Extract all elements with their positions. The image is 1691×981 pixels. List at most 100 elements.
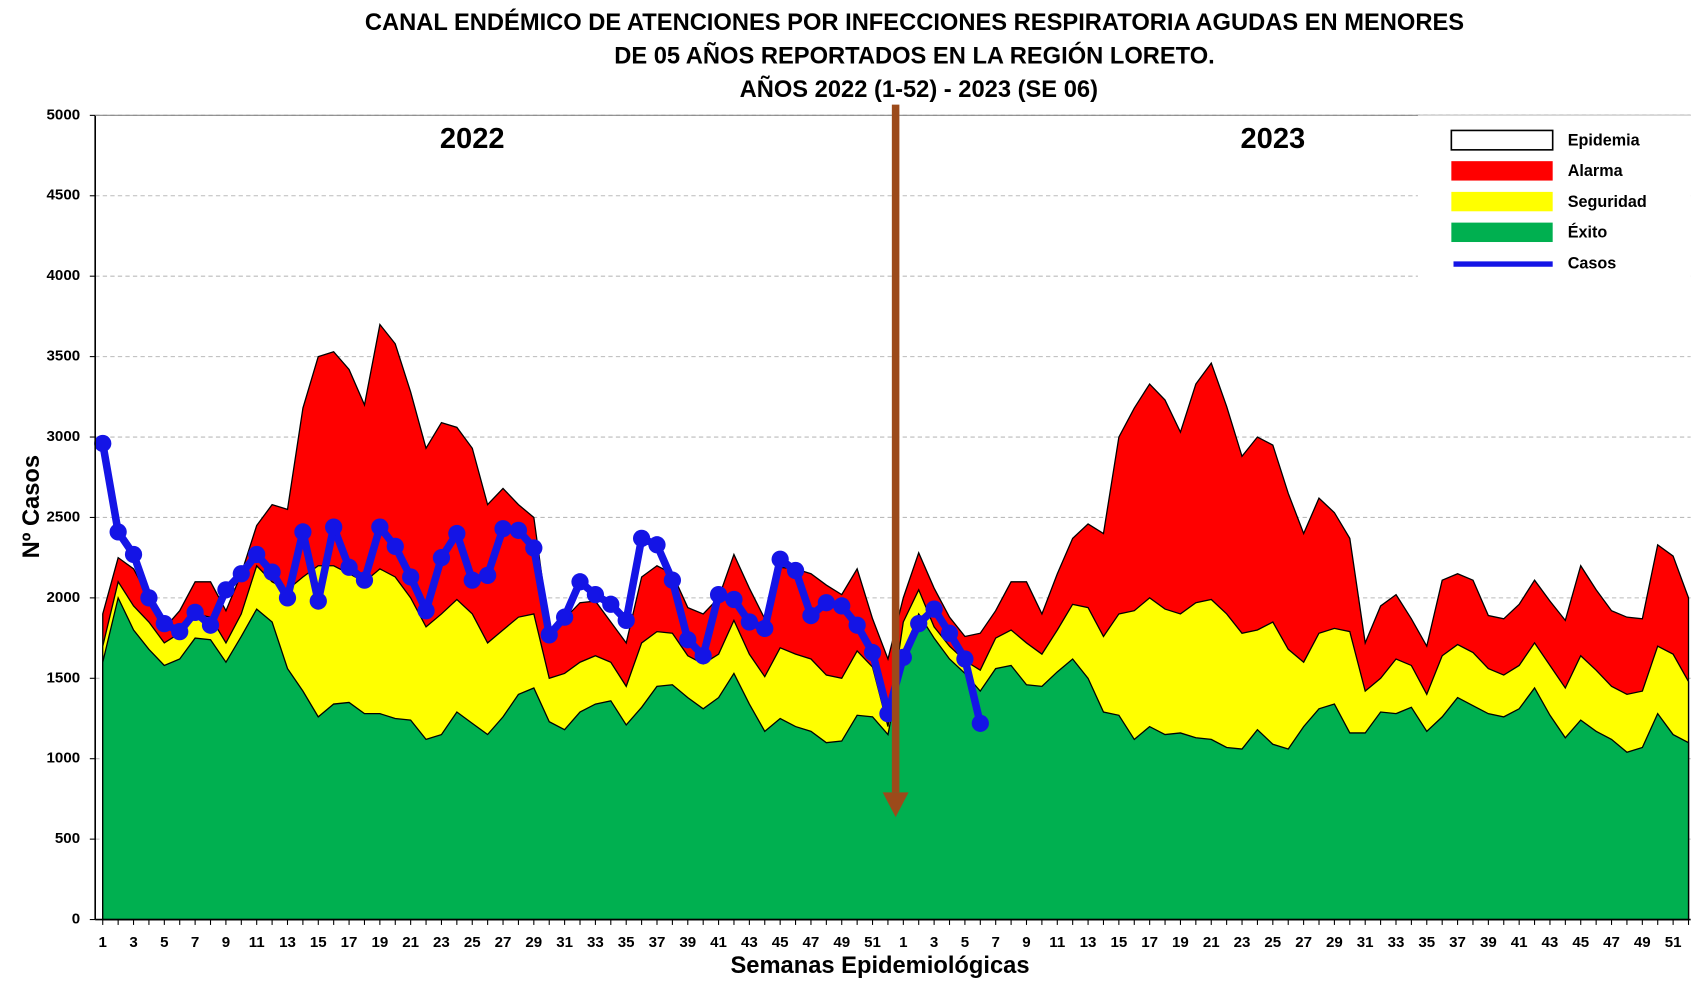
x-tick-label: 29 xyxy=(525,934,542,951)
y-tick-label: 500 xyxy=(55,830,80,847)
x-tick-label: 5 xyxy=(160,934,168,951)
x-tick-label: 45 xyxy=(772,934,789,951)
legend-label: Casos xyxy=(1568,254,1617,272)
marker xyxy=(340,558,358,576)
x-tick-label: 23 xyxy=(1234,934,1251,951)
marker xyxy=(94,434,112,453)
marker xyxy=(278,589,297,607)
y-tick-label: 2500 xyxy=(47,508,81,525)
x-tick-label: 9 xyxy=(222,934,230,951)
x-tick-label: 17 xyxy=(1141,934,1158,951)
x-tick-label: 41 xyxy=(710,934,727,951)
marker xyxy=(740,613,758,631)
x-tick-label: 39 xyxy=(679,934,696,951)
x-tick-label: 43 xyxy=(741,934,758,951)
x-tick-label: 3 xyxy=(930,934,938,951)
marker xyxy=(694,647,712,665)
legend-label: Alarma xyxy=(1568,162,1624,180)
marker xyxy=(309,592,327,610)
x-tick-label: 33 xyxy=(587,934,604,951)
y-tick-label: 4000 xyxy=(47,267,81,284)
marker xyxy=(709,586,728,604)
arrow-head xyxy=(882,792,909,818)
x-tick-label: 5 xyxy=(961,934,969,951)
y-tick-label: 3000 xyxy=(47,428,81,445)
marker xyxy=(525,539,543,557)
y-axis-label: Nº Casos xyxy=(19,455,45,559)
legend-swatch xyxy=(1451,191,1553,212)
marker xyxy=(602,595,620,613)
marker xyxy=(263,563,281,581)
marker xyxy=(571,573,589,591)
marker xyxy=(171,623,189,641)
y-tick-label: 4500 xyxy=(47,187,81,204)
x-tick-label: 27 xyxy=(495,934,512,951)
chart-title: DE 05 AÑOS REPORTADOS EN LA REGIÓN LORET… xyxy=(614,41,1215,69)
marker xyxy=(725,590,743,609)
marker xyxy=(586,586,605,604)
legend-label: Seguridad xyxy=(1568,193,1647,211)
x-tick-label: 35 xyxy=(618,934,635,951)
marker xyxy=(771,550,789,568)
marker xyxy=(833,597,851,615)
x-tick-label: 47 xyxy=(1603,934,1620,951)
marker xyxy=(617,611,635,630)
marker xyxy=(402,568,420,586)
x-tick-label: 31 xyxy=(1357,934,1374,951)
marker xyxy=(124,545,143,564)
x-tick-label: 45 xyxy=(1572,934,1589,951)
marker xyxy=(355,571,374,589)
x-tick-label: 3 xyxy=(129,934,137,951)
x-tick-label: 1 xyxy=(899,934,907,951)
x-tick-label: 51 xyxy=(864,934,881,951)
marker xyxy=(956,650,974,668)
marker xyxy=(910,614,928,633)
marker xyxy=(848,616,866,634)
marker xyxy=(417,602,435,620)
marker xyxy=(756,619,774,638)
marker xyxy=(155,614,173,633)
x-tick-label: 15 xyxy=(310,934,327,951)
marker xyxy=(925,600,943,618)
chart-title: AÑOS 2022 (1-52) - 2023 (SE 06) xyxy=(740,75,1098,103)
marker xyxy=(248,545,266,564)
x-tick-label: 19 xyxy=(1172,934,1189,951)
marker xyxy=(632,529,651,547)
legend-label: Éxito xyxy=(1568,223,1608,242)
marker xyxy=(448,524,466,543)
y-tick-label: 5000 xyxy=(47,106,81,123)
x-tick-label: 37 xyxy=(1449,934,1466,951)
legend-swatch xyxy=(1451,222,1553,243)
year-label: 2022 xyxy=(440,123,505,155)
legend-swatch xyxy=(1451,161,1553,181)
marker xyxy=(386,537,404,556)
marker xyxy=(479,566,497,584)
legend-label: Epidemia xyxy=(1568,131,1641,149)
marker xyxy=(201,616,220,634)
marker xyxy=(109,523,127,541)
x-tick-label: 47 xyxy=(803,934,820,951)
x-tick-label: 1 xyxy=(99,934,107,951)
x-tick-label: 49 xyxy=(833,934,850,951)
y-tick-label: 1000 xyxy=(47,750,81,767)
marker xyxy=(648,536,666,554)
marker xyxy=(786,561,805,580)
chart-title: CANAL ENDÉMICO DE ATENCIONES POR INFECCI… xyxy=(365,8,1464,36)
x-tick-label: 41 xyxy=(1511,934,1528,951)
x-tick-label: 21 xyxy=(1203,934,1220,951)
marker xyxy=(294,523,312,541)
x-tick-label: 21 xyxy=(402,934,419,951)
x-tick-label: 9 xyxy=(1022,934,1030,951)
x-tick-label: 15 xyxy=(1110,934,1127,951)
x-tick-label: 13 xyxy=(279,934,296,951)
x-tick-label: 23 xyxy=(433,934,450,951)
marker xyxy=(217,581,235,599)
marker xyxy=(663,571,682,589)
x-tick-label: 39 xyxy=(1480,934,1497,951)
marker xyxy=(232,565,250,583)
year-label: 2023 xyxy=(1240,123,1305,155)
y-tick-label: 1500 xyxy=(47,669,81,686)
x-tick-label: 7 xyxy=(191,934,199,951)
x-tick-label: 29 xyxy=(1326,934,1343,951)
marker xyxy=(325,518,343,536)
